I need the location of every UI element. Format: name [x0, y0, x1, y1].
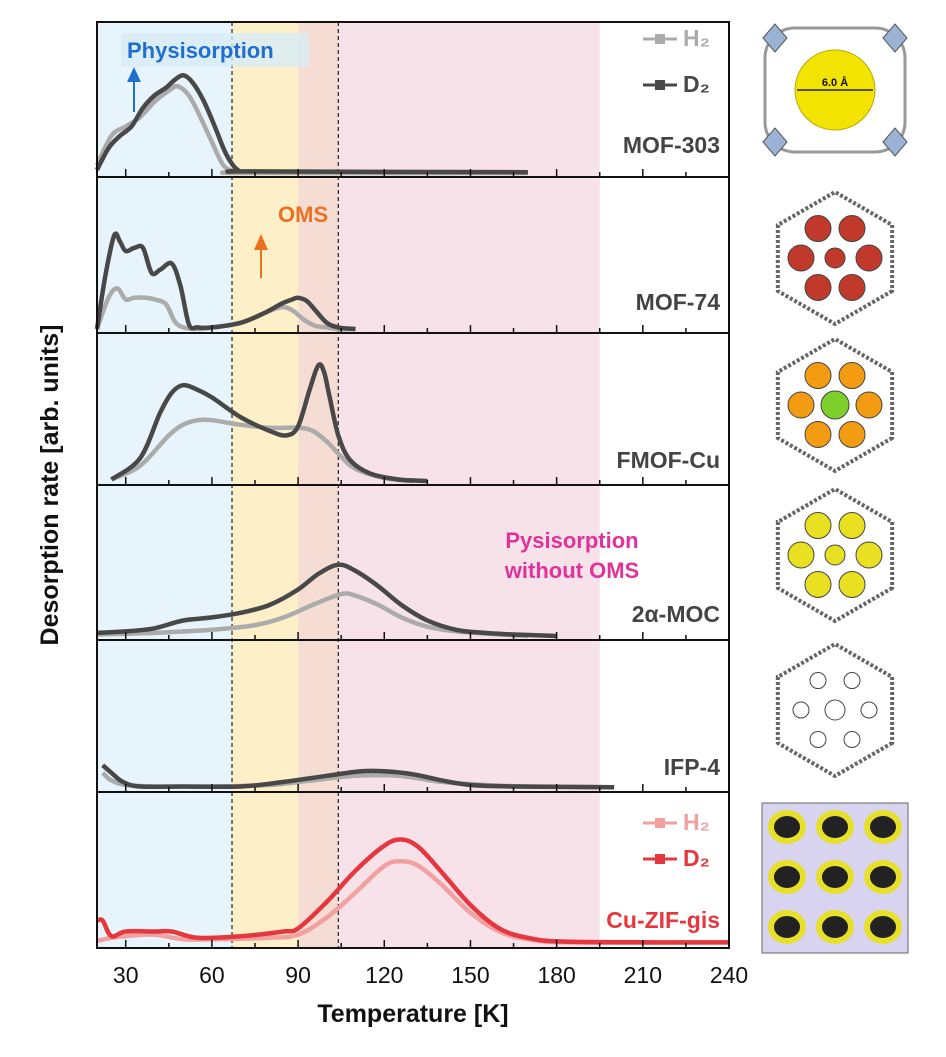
structure-image-MOF-303: 6.0 Å [762, 23, 908, 157]
polyhedron-icon [762, 23, 788, 53]
framework-icon [763, 26, 907, 154]
oms-label: OMS [278, 202, 328, 227]
x-axis-title: Temperature [K] [317, 1000, 508, 1028]
annotations: Physisorption OMS Pysisorption without OMS [121, 33, 639, 583]
atom-icon [792, 701, 810, 719]
panel-frames [96, 21, 730, 949]
atom-icon [838, 420, 866, 448]
cage-icon [768, 910, 806, 944]
physisorption-label: Physisorption [127, 38, 274, 63]
atom-icon [838, 362, 866, 390]
framework-icon [775, 189, 895, 327]
panel-label: MOF-303 [623, 132, 720, 158]
atom-icon [855, 391, 883, 419]
atom-icon [787, 391, 815, 419]
physisorption-label-bg [121, 33, 309, 67]
atom-icon [843, 672, 861, 690]
x-tick-label: 150 [451, 962, 489, 988]
series-MOF-303-1 [95, 73, 528, 175]
cage-icon [864, 810, 902, 844]
y-axis-title: Desorption rate [arb. units] [36, 325, 64, 646]
atom-icon [860, 701, 878, 719]
legend-marker [655, 80, 665, 90]
pysisorption-label-line2: without OMS [504, 558, 639, 583]
series-MOF-74-1 [94, 231, 356, 332]
atom-icon [804, 420, 832, 448]
framework-icon [775, 336, 895, 474]
panel-label: 2α-MOC [632, 601, 720, 627]
atom-icon [824, 544, 846, 566]
legend-label: H₂ [683, 809, 710, 835]
atom-icon [843, 730, 861, 748]
cage-icon [864, 910, 902, 944]
series-FMOF-Cu-0 [110, 417, 414, 484]
atom-icon [838, 215, 866, 243]
legend-label: H₂ [683, 25, 710, 51]
pysisorption-label-line1: Pysisorption [505, 528, 638, 553]
legend-marker [655, 34, 665, 44]
legend-marker [655, 854, 665, 864]
atom-icon [820, 390, 850, 420]
oms-arrow-head [254, 234, 268, 250]
x-tick-label: 240 [710, 962, 748, 988]
structure-image-FMOF-Cu [775, 336, 895, 474]
framework-icon [775, 486, 895, 624]
framework-icon [775, 641, 895, 779]
panel-label: FMOF-Cu [617, 447, 720, 473]
structure-images: 6.0 Å [761, 23, 909, 954]
atom-icon [804, 273, 832, 301]
atom-icon [809, 672, 827, 690]
atom-icon [855, 541, 883, 569]
polyhedron-icon [882, 23, 908, 53]
atom-icon [824, 247, 846, 269]
atom-icon [855, 244, 883, 272]
atom-icon [824, 699, 846, 721]
x-tick-label: 210 [624, 962, 662, 988]
x-tick-label: 120 [365, 962, 403, 988]
cage-icon [768, 810, 806, 844]
structure-image-IFP-4 [775, 641, 895, 779]
atom-icon [804, 570, 832, 598]
atom-icon [838, 512, 866, 540]
physisorption-arrow-head [127, 67, 141, 82]
structure-image-Cu-ZIF-gis [761, 802, 909, 954]
cage-icon [816, 860, 854, 894]
legend-label: D₂ [683, 845, 710, 871]
atom-icon [838, 273, 866, 301]
series-2α-MOC-1 [96, 562, 557, 639]
legend-label: D₂ [683, 71, 710, 97]
panel-label: IFP-4 [664, 754, 720, 780]
x-tick-label: 90 [285, 962, 311, 988]
labels: MOF-303 MOF-74 FMOF-Cu 2α-MOC IFP-4 Cu-ZIF-gi… [113, 25, 748, 988]
series-FMOF-Cu-1 [110, 362, 428, 484]
structure-image-2α-MOC [775, 486, 895, 624]
legend-marker [655, 818, 665, 828]
atom-icon [787, 244, 815, 272]
atom-icon [809, 730, 827, 748]
series-MOF-303-0 [94, 83, 528, 176]
cage-icon [816, 810, 854, 844]
polyhedron-icon [882, 127, 908, 157]
atom-icon [804, 362, 832, 390]
x-tick-label: 60 [199, 962, 225, 988]
atom-icon [804, 215, 832, 243]
cage-icon [864, 860, 902, 894]
polyhedron-icon [762, 127, 788, 157]
cage-icon [768, 860, 806, 894]
series-Cu-ZIF-gis-1 [96, 837, 730, 945]
structure-image-MOF-74 [775, 189, 895, 327]
panel-frame-5 [96, 791, 730, 949]
panel-label: Cu-ZIF-gis [606, 907, 720, 933]
x-tick-label: 30 [113, 962, 139, 988]
x-tick-label: 180 [537, 962, 575, 988]
pore-size-label: 6.0 Å [822, 76, 848, 89]
atom-icon [838, 570, 866, 598]
atom-icon [787, 541, 815, 569]
atom-icon [804, 512, 832, 540]
cage-icon [816, 910, 854, 944]
panel-label: MOF-74 [636, 289, 721, 315]
